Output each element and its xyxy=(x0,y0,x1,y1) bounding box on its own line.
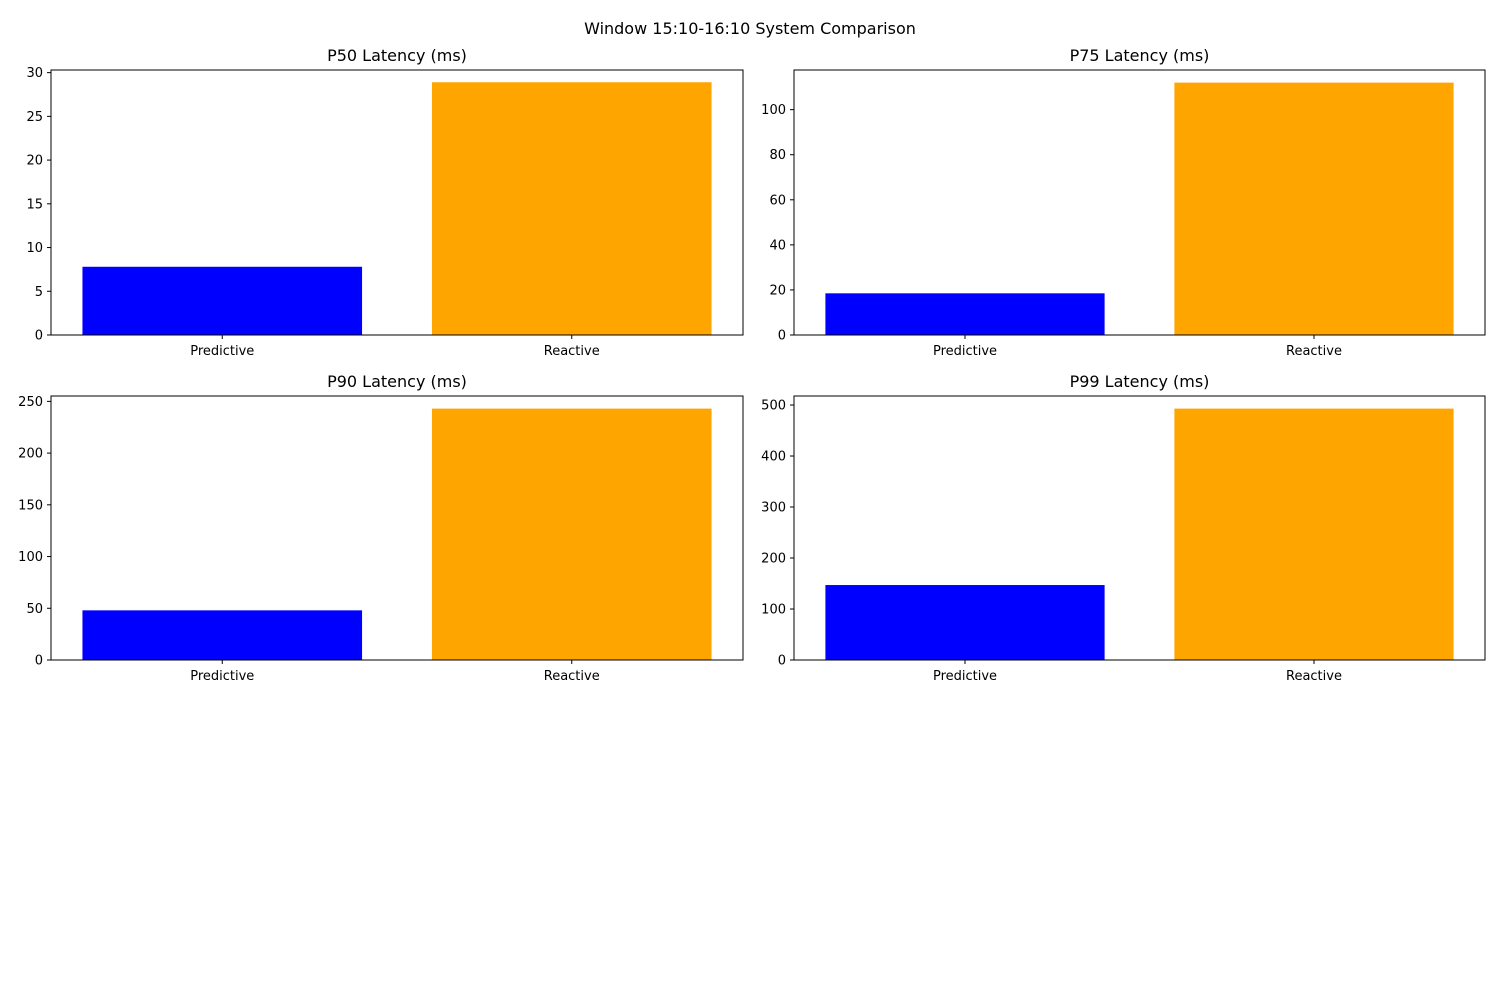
p50-chart-ytick-label: 0 xyxy=(35,329,43,344)
p50-chart-ytick-label: 10 xyxy=(26,241,43,256)
p90-chart-ytick-label: 50 xyxy=(26,602,43,617)
p50-chart-axes-frame xyxy=(50,69,744,336)
p75-chart-ytick-label: 100 xyxy=(761,103,786,118)
p75-chart-bar-predictive xyxy=(825,293,1105,335)
p99-chart-xtick-label-predictive: Predictive xyxy=(933,669,997,684)
p75-chart-ytick-label: 80 xyxy=(769,148,786,163)
p50-chart-xtick-label-predictive: Predictive xyxy=(190,344,254,359)
p50-chart-title: P50 Latency (ms) xyxy=(327,46,467,65)
p50-chart-ytick-label: 25 xyxy=(26,110,43,125)
p99-chart: P99 Latency (ms) 0 100 200 300 400 500 Predicti… xyxy=(761,372,1486,684)
p90-chart: P90 Latency (ms) 0 50 100 150 200 250 Predictiv… xyxy=(18,372,744,684)
p75-chart-axes-frame xyxy=(793,69,1486,336)
p99-chart-bar-reactive xyxy=(1174,408,1454,660)
p75-chart-title: P75 Latency (ms) xyxy=(1070,46,1210,65)
p90-chart-ytick-label: 250 xyxy=(18,395,43,410)
p75-chart-xtick-label-reactive: Reactive xyxy=(1286,344,1342,359)
p90-chart-bar-predictive xyxy=(82,610,363,660)
p99-chart-bar-predictive xyxy=(825,585,1105,660)
p90-chart-ytick-label: 100 xyxy=(18,550,43,565)
p50-chart-ytick-label: 20 xyxy=(26,154,43,169)
p90-chart-ytick-label: 0 xyxy=(35,654,43,669)
p90-chart-bar-reactive xyxy=(431,408,712,660)
p50-chart-ytick-label: 5 xyxy=(35,285,43,300)
p90-chart-xtick-label-predictive: Predictive xyxy=(190,669,254,684)
p90-chart-xtick-label-reactive: Reactive xyxy=(544,669,600,684)
p50-chart-xtick-label-reactive: Reactive xyxy=(544,344,600,359)
p75-chart-ytick-label: 60 xyxy=(769,193,786,208)
p50-chart-ytick-label: 15 xyxy=(26,197,43,212)
p99-chart-ytick-label: 400 xyxy=(761,450,786,465)
p75-chart: P75 Latency (ms) 0 20 40 60 80 100 Predictive Re… xyxy=(761,46,1486,359)
p99-chart-ytick-label: 200 xyxy=(761,552,786,567)
p75-chart-ytick-label: 20 xyxy=(769,283,786,298)
p99-chart-xtick-label-reactive: Reactive xyxy=(1286,669,1342,684)
p75-chart-ytick-label: 0 xyxy=(778,329,786,344)
p99-chart-axes-frame xyxy=(793,395,1486,661)
p75-chart-bar-reactive xyxy=(1174,82,1454,335)
p50-chart-bar-predictive xyxy=(82,266,363,335)
p99-chart-ytick-label: 100 xyxy=(761,603,786,618)
p75-chart-xtick-label-predictive: Predictive xyxy=(933,344,997,359)
p90-chart-ytick-label: 200 xyxy=(18,447,43,462)
p90-chart-title: P90 Latency (ms) xyxy=(327,372,467,391)
p50-chart-bar-reactive xyxy=(431,82,712,335)
p99-chart-ytick-label: 0 xyxy=(778,654,786,669)
p50-chart-ytick-label: 30 xyxy=(26,66,43,81)
figure-title: Window 15:10-16:10 System Comparison xyxy=(584,19,916,38)
p99-chart-ytick-label: 500 xyxy=(761,399,786,414)
p99-chart-ytick-label: 300 xyxy=(761,501,786,516)
p90-chart-ytick-label: 150 xyxy=(18,498,43,513)
p75-chart-ytick-label: 40 xyxy=(769,238,786,253)
p50-chart: P50 Latency (ms) 0 5 10 15 20 25 30 Predictive Re… xyxy=(26,46,744,359)
p90-chart-axes-frame xyxy=(50,395,744,661)
p99-chart-title: P99 Latency (ms) xyxy=(1070,372,1210,391)
